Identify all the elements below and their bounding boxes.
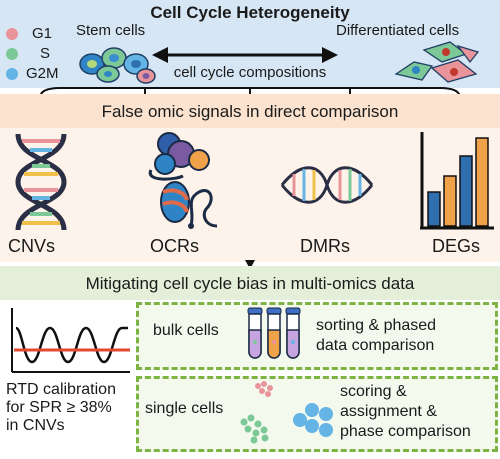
- single-method-line-1: scoring &: [340, 383, 407, 400]
- bulk-method-text: sorting & phased data comparison: [316, 316, 436, 356]
- omic-signals-row: [0, 128, 500, 262]
- false-signals-banner: [0, 94, 500, 128]
- page-title: Cell Cycle Heterogeneity: [150, 3, 350, 22]
- false-signals-title: False omic signals in direct comparison: [101, 102, 399, 121]
- rtd-line-2: for SPR ≥ 38%: [6, 399, 112, 416]
- rtd-line-1: RTD calibration: [6, 381, 116, 398]
- mitigation-banner: [0, 266, 500, 300]
- differentiated-cells-icon: [394, 41, 480, 83]
- legend-label-g2m: G2M: [26, 65, 59, 82]
- rtd-line-3: in CNVs: [6, 417, 65, 434]
- bulk-cells-label: bulk cells: [153, 322, 219, 339]
- phase-legend: G1 S G2M: [6, 24, 66, 84]
- single-method-line-3: phase comparison: [340, 423, 471, 440]
- dna-helix-icon: [15, 133, 67, 231]
- legend-item-s: S: [6, 44, 66, 64]
- g2m-cluster-icon: [293, 403, 333, 437]
- stem-cells-icon: [79, 47, 156, 84]
- cell-cycle-compositions-label: cell cycle compositions: [173, 64, 327, 81]
- cell-clusters-icon: [240, 381, 273, 444]
- legend-label-s: S: [40, 45, 51, 62]
- bulk-cells-box: [136, 302, 498, 370]
- rtd-calibration-text: RTD calibration for SPR ≥ 38% in CNVs: [6, 381, 116, 435]
- dmrs-label: DMRs: [300, 236, 350, 256]
- stem-cells-label: Stem cells: [76, 22, 146, 39]
- legend-label-g1: G1: [32, 25, 53, 42]
- degs-label: DEGs: [432, 236, 481, 256]
- bulk-method-line-1: sorting & phased: [316, 317, 437, 334]
- s-dot-icon: [6, 48, 18, 60]
- mitigation-title: Mitigating cell cycle bias in multi-omic…: [85, 274, 415, 293]
- differentiated-cells-label: Differentiated cells: [336, 22, 460, 39]
- single-method-text: scoring & assignment & phase comparison: [340, 382, 471, 442]
- methylation-icon: [280, 166, 374, 204]
- rtd-plot-icon: [11, 308, 130, 373]
- legend-item-g1: G1: [6, 24, 66, 44]
- bulk-method-line-2: data comparison: [316, 337, 435, 354]
- single-cells-label: single cells: [145, 400, 224, 417]
- test-tubes-icon: [247, 307, 301, 359]
- g2m-dot-icon: [6, 68, 18, 80]
- bar-chart-icon: [420, 132, 494, 230]
- g1-dot-icon: [6, 28, 18, 40]
- legend-item-g2m: G2M: [6, 64, 66, 84]
- ocrs-label: OCRs: [150, 236, 199, 256]
- chromatin-icon: [148, 132, 218, 229]
- down-arrow-icon: [245, 260, 255, 269]
- cnvs-label: CNVs: [8, 236, 56, 256]
- comparison-double-arrow-icon: [152, 47, 338, 63]
- single-method-line-2: assignment &: [340, 403, 437, 420]
